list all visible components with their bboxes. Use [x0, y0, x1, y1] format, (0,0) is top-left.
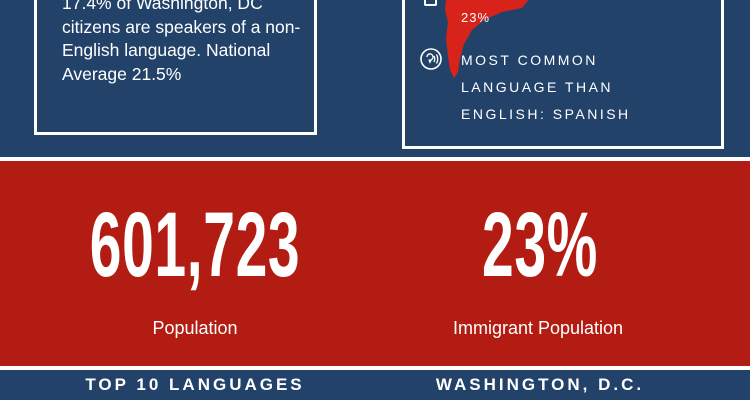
map-percent: 23%: [461, 10, 490, 25]
box-icon: [424, 0, 437, 6]
speech-bubble-icon: [419, 47, 443, 71]
washington-title: WASHINGTON, D.C.: [410, 375, 670, 395]
immigrant-value: 23%: [419, 190, 661, 300]
common-language-text: Most common language than English: Spani…: [461, 47, 661, 128]
non-english-speakers-text: 17.4% of Washington, DC citizens are spe…: [62, 0, 302, 86]
divider-bottom: [0, 366, 750, 370]
immigrant-label: Immigrant Population: [408, 318, 668, 339]
top-languages-title: TOP 10 LANGUAGES: [60, 375, 330, 395]
population-label: Population: [95, 318, 295, 339]
population-value: 601,723: [74, 190, 316, 300]
